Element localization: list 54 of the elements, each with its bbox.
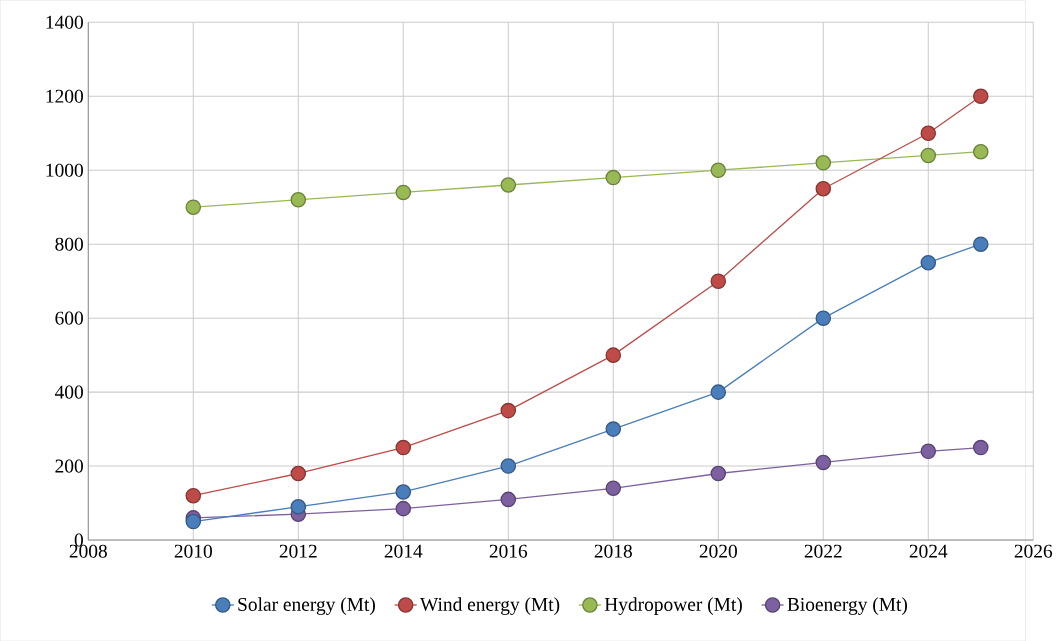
point	[710, 465, 727, 482]
point	[605, 347, 622, 363]
legend-label: Bioenergy (Mt)	[787, 597, 907, 615]
point	[500, 491, 517, 508]
legend-label: Solar energy (Mt)	[238, 597, 375, 615]
point	[815, 154, 832, 171]
y-tick-label: 400	[54, 385, 83, 399]
point	[185, 199, 202, 215]
x-tick-label: 2026	[1014, 544, 1053, 558]
point	[605, 421, 622, 437]
point	[500, 458, 517, 474]
point	[973, 88, 989, 104]
point	[500, 177, 517, 193]
legend-label: Hydropower (Mt)	[604, 597, 742, 615]
point	[920, 443, 937, 459]
y-tick-label: 200	[55, 459, 83, 473]
y-tick-label: 800	[55, 237, 83, 251]
point	[973, 143, 989, 160]
x-tick-label: 2020	[699, 544, 737, 558]
y-tick-label: 1200	[46, 89, 83, 103]
point	[605, 480, 622, 496]
x-tick-label: 2014	[384, 544, 423, 558]
x-tick-label: 2012	[279, 544, 317, 558]
y-tick-label: 600	[55, 311, 83, 325]
point	[185, 487, 202, 504]
point	[185, 513, 202, 530]
point	[973, 439, 989, 456]
legend-label: Wind energy (Mt)	[419, 597, 560, 615]
point	[973, 236, 989, 252]
x-tick-label: 2016	[489, 544, 528, 558]
point	[920, 254, 937, 271]
point	[395, 439, 412, 456]
x-tick-label: 2018	[594, 544, 632, 558]
point	[815, 180, 832, 197]
point	[920, 147, 937, 164]
point	[815, 310, 832, 326]
point	[920, 125, 937, 141]
point	[710, 384, 727, 400]
point	[395, 184, 412, 201]
point	[290, 465, 307, 482]
x-tick-label: 2024	[909, 544, 948, 558]
point	[290, 191, 307, 208]
point	[710, 162, 727, 178]
y-tick-label: 1000	[46, 163, 83, 177]
point	[395, 500, 412, 517]
point	[710, 273, 727, 289]
point	[815, 454, 832, 471]
x-tick-label: 2022	[804, 544, 842, 558]
point	[500, 402, 517, 419]
y-tick-label: 1400	[46, 15, 83, 29]
point	[395, 484, 412, 500]
x-tick-label: 2010	[174, 544, 212, 558]
point	[605, 169, 622, 186]
point	[290, 498, 307, 515]
